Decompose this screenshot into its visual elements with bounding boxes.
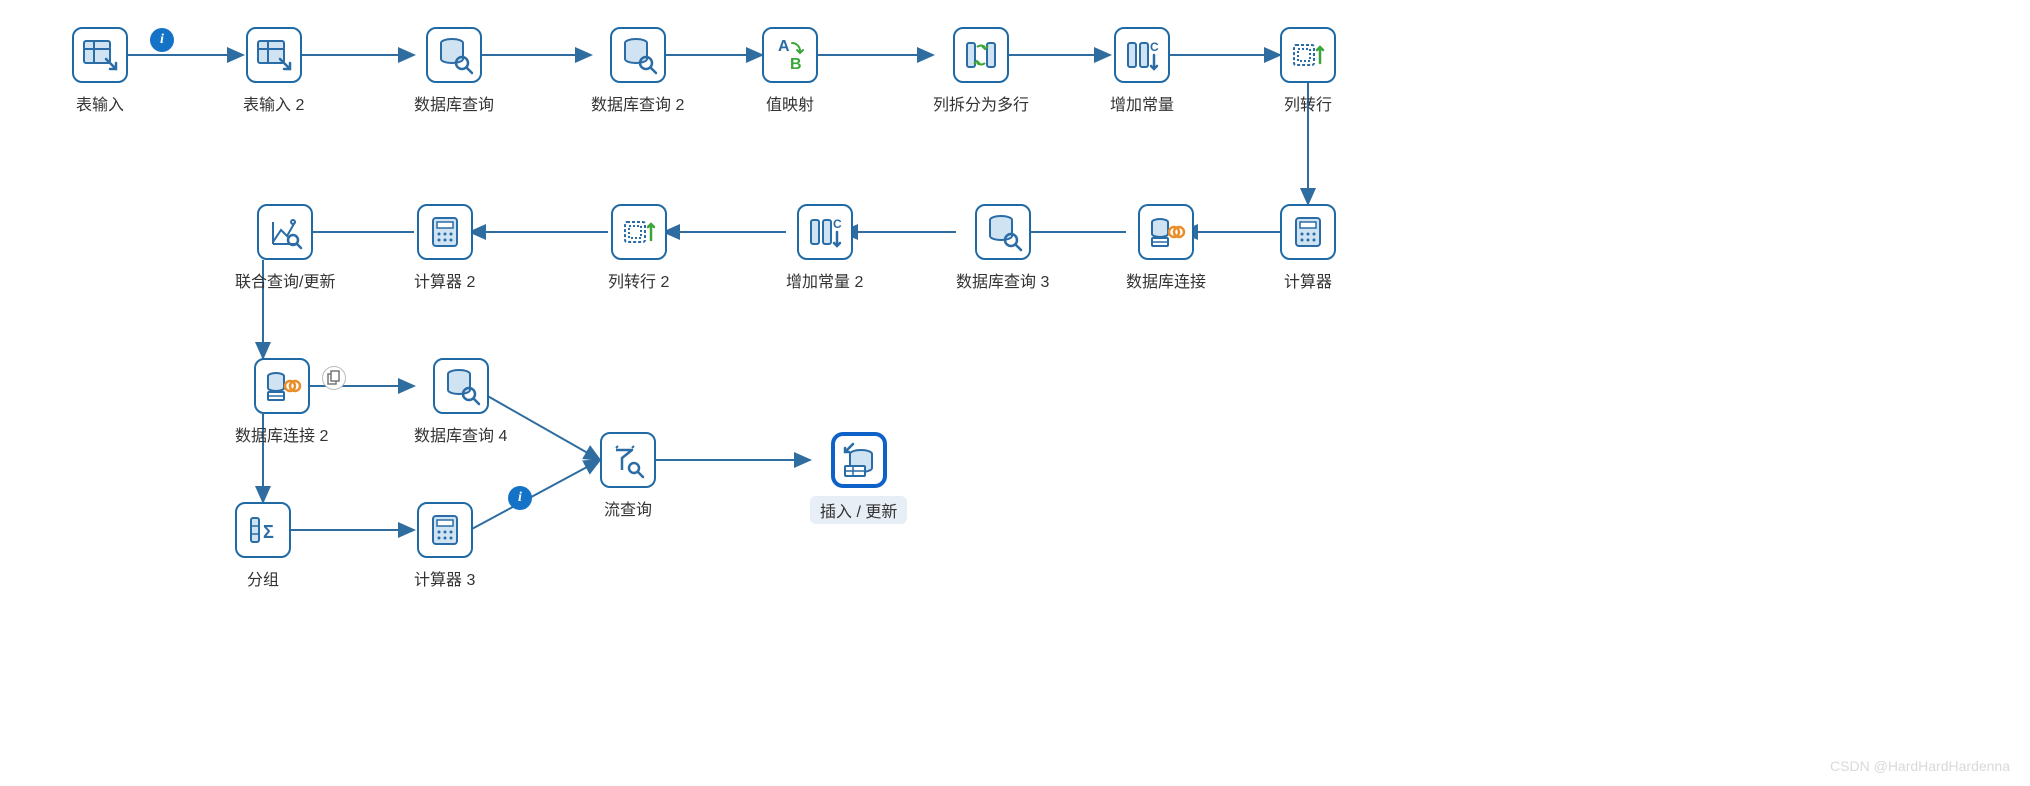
flow-node[interactable]: 数据库查询 2 [591, 27, 684, 115]
flow-node[interactable]: 数据库查询 [414, 27, 494, 115]
stream-lookup-icon[interactable] [600, 432, 656, 488]
db-lookup-icon[interactable] [610, 27, 666, 83]
watermark-text: CSDN @HardHardHardenna [1830, 758, 2010, 774]
node-label: 增加常量 [1110, 91, 1174, 115]
node-label: 表输入 2 [243, 91, 304, 115]
flow-node[interactable]: 流查询 [600, 432, 656, 520]
calculator-icon[interactable] [417, 502, 473, 558]
add-constant-icon[interactable]: C [1114, 27, 1170, 83]
db-lookup-icon[interactable] [426, 27, 482, 83]
node-label: 计算器 [1284, 268, 1332, 292]
node-label: 流查询 [604, 496, 652, 520]
flow-node[interactable]: 数据库查询 4 [414, 358, 507, 446]
node-label: 数据库查询 4 [414, 422, 507, 446]
flow-node[interactable]: 插入 / 更新 [810, 432, 907, 524]
node-label: 列拆分为多行 [933, 91, 1029, 115]
flow-node[interactable]: 表输入 [72, 27, 128, 115]
flow-node[interactable]: 计算器 2 [414, 204, 475, 292]
table-input-icon[interactable] [246, 27, 302, 83]
flow-node[interactable]: 计算器 3 [414, 502, 475, 590]
node-label: 数据库查询 [414, 91, 494, 115]
calculator-icon[interactable] [1280, 204, 1336, 260]
node-label: 计算器 3 [414, 566, 475, 590]
node-label: 联合查询/更新 [235, 268, 335, 292]
db-lookup-icon[interactable] [975, 204, 1031, 260]
svg-text:Σ: Σ [263, 522, 274, 542]
flow-node[interactable]: C 增加常量 2 [786, 204, 863, 292]
table-input-icon[interactable] [72, 27, 128, 83]
node-label: 数据库连接 [1126, 268, 1206, 292]
flow-node[interactable]: 数据库连接 [1126, 204, 1206, 292]
split-rows-icon[interactable] [953, 27, 1009, 83]
db-lookup-icon[interactable] [433, 358, 489, 414]
flow-node[interactable]: Σ 分组 [235, 502, 291, 590]
svg-text:C: C [833, 217, 842, 231]
flow-node[interactable]: 列转行 2 [608, 204, 669, 292]
info-badge-icon: i [508, 486, 532, 510]
flow-node[interactable]: 数据库查询 3 [956, 204, 1049, 292]
flow-node[interactable]: 计算器 [1280, 204, 1336, 292]
add-constant-icon[interactable]: C [797, 204, 853, 260]
flow-node[interactable]: 数据库连接 2 [235, 358, 328, 446]
value-map-icon[interactable]: A B [762, 27, 818, 83]
node-label: 值映射 [766, 91, 814, 115]
node-label: 表输入 [76, 91, 124, 115]
node-label: 增加常量 2 [786, 268, 863, 292]
flow-node[interactable]: 表输入 2 [243, 27, 304, 115]
node-label: 计算器 2 [414, 268, 475, 292]
svg-text:A: A [778, 38, 790, 55]
node-label: 数据库查询 2 [591, 91, 684, 115]
node-label: 数据库查询 3 [956, 268, 1049, 292]
svg-text:C: C [1150, 40, 1159, 54]
insert-update-icon[interactable] [831, 432, 887, 488]
flow-node[interactable]: 联合查询/更新 [235, 204, 335, 292]
flow-node[interactable]: C 增加常量 [1110, 27, 1174, 115]
lookup-update-icon[interactable] [257, 204, 313, 260]
db-join-icon[interactable] [1138, 204, 1194, 260]
flow-node[interactable]: 列拆分为多行 [933, 27, 1029, 115]
info-badge-icon: i [150, 28, 174, 52]
copy-badge-icon [322, 366, 346, 390]
node-label: 插入 / 更新 [810, 496, 907, 524]
flow-canvas: 表输入 表输入 2 数据库查询 数据库查询 2 A B 值映射 列拆分为多行 C 增… [0, 0, 2030, 786]
flow-edge [470, 460, 600, 530]
node-label: 分组 [247, 566, 279, 590]
flow-node[interactable]: A B 值映射 [762, 27, 818, 115]
node-label: 列转行 2 [608, 268, 669, 292]
flow-node[interactable]: 列转行 [1280, 27, 1336, 115]
col-to-row-icon[interactable] [611, 204, 667, 260]
col-to-row-icon[interactable] [1280, 27, 1336, 83]
node-label: 列转行 [1284, 91, 1332, 115]
db-join-icon[interactable] [254, 358, 310, 414]
svg-text:B: B [790, 56, 802, 73]
node-label: 数据库连接 2 [235, 422, 328, 446]
group-by-icon[interactable]: Σ [235, 502, 291, 558]
calculator-icon[interactable] [417, 204, 473, 260]
